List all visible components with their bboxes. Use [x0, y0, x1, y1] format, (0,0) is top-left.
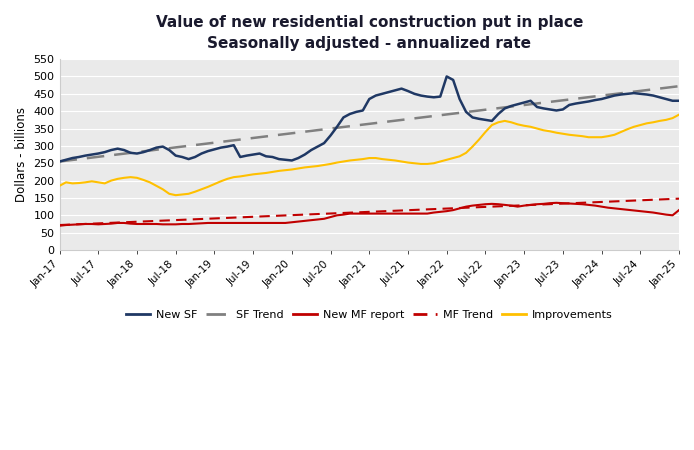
Y-axis label: Dollars - billions: Dollars - billions: [15, 107, 28, 202]
Title: Value of new residential construction put in place
Seasonally adjusted - annuali: Value of new residential construction pu…: [155, 15, 583, 51]
Legend: New SF, SF Trend, New MF report, MF Trend, Improvements: New SF, SF Trend, New MF report, MF Tren…: [121, 306, 617, 324]
